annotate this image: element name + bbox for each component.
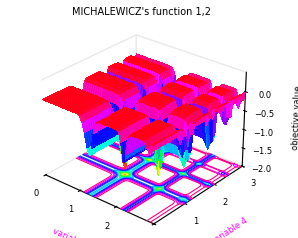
Title: MICHALEWICZ's function 1,2: MICHALEWICZ's function 1,2: [72, 7, 211, 17]
Y-axis label: variable 4: variable 4: [209, 216, 250, 238]
X-axis label: variable 3: variable 3: [51, 226, 93, 238]
